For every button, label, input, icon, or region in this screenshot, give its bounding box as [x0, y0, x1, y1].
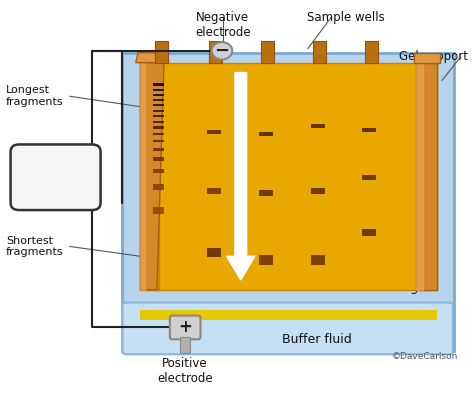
Bar [261, 41, 274, 62]
Polygon shape [121, 53, 454, 351]
Bar [153, 207, 164, 215]
Polygon shape [414, 53, 439, 62]
Bar [140, 310, 438, 320]
Bar [362, 229, 376, 236]
Bar [209, 41, 222, 62]
Bar [310, 124, 325, 128]
Text: Power
supply: Power supply [36, 163, 75, 191]
Polygon shape [140, 62, 145, 290]
Bar [310, 256, 325, 265]
Polygon shape [140, 62, 164, 290]
Bar [153, 133, 164, 135]
Bar [180, 338, 191, 353]
Bar [153, 148, 164, 151]
Bar [153, 104, 164, 106]
FancyBboxPatch shape [170, 316, 201, 339]
Bar [259, 190, 273, 196]
Bar [362, 128, 376, 132]
Text: Porous gel: Porous gel [365, 281, 430, 295]
Polygon shape [136, 53, 169, 62]
Bar [310, 188, 325, 194]
Bar [153, 169, 164, 173]
Circle shape [211, 42, 232, 59]
FancyBboxPatch shape [10, 144, 100, 210]
Bar [153, 110, 164, 112]
Text: Shortest
fragments: Shortest fragments [6, 236, 64, 257]
Text: −: − [214, 42, 229, 60]
Bar [313, 41, 326, 62]
FancyBboxPatch shape [122, 302, 453, 354]
Bar [153, 83, 164, 86]
Bar [362, 175, 376, 179]
Bar [207, 188, 221, 194]
Text: Positive
electrode: Positive electrode [157, 357, 213, 385]
Bar [259, 256, 273, 265]
Bar [153, 126, 164, 129]
Bar [153, 94, 164, 96]
Text: Buffer fluid: Buffer fluid [282, 333, 352, 346]
Bar [365, 41, 378, 62]
Polygon shape [416, 62, 423, 290]
Text: Sample wells: Sample wells [307, 11, 384, 24]
Bar [155, 41, 168, 62]
Text: ©DaveCarlson: ©DaveCarlson [392, 352, 458, 361]
Bar [153, 157, 164, 161]
Polygon shape [416, 62, 438, 290]
Bar [259, 132, 273, 136]
Bar [153, 121, 164, 123]
Text: DNA fragments
move through gel
toward positive
electrode: DNA fragments move through gel toward po… [235, 151, 334, 196]
Bar [153, 115, 164, 117]
Bar [153, 99, 164, 101]
Text: Longest
fragments: Longest fragments [6, 86, 64, 107]
Bar [153, 89, 164, 91]
Bar [140, 62, 438, 290]
Bar [153, 140, 164, 142]
Text: Negative
electrode: Negative electrode [195, 11, 251, 39]
Bar [207, 130, 221, 134]
Bar [207, 248, 221, 257]
Text: Gel support: Gel support [399, 50, 468, 63]
Bar [153, 184, 164, 190]
FancyArrow shape [227, 72, 255, 280]
Text: +: + [178, 318, 192, 336]
